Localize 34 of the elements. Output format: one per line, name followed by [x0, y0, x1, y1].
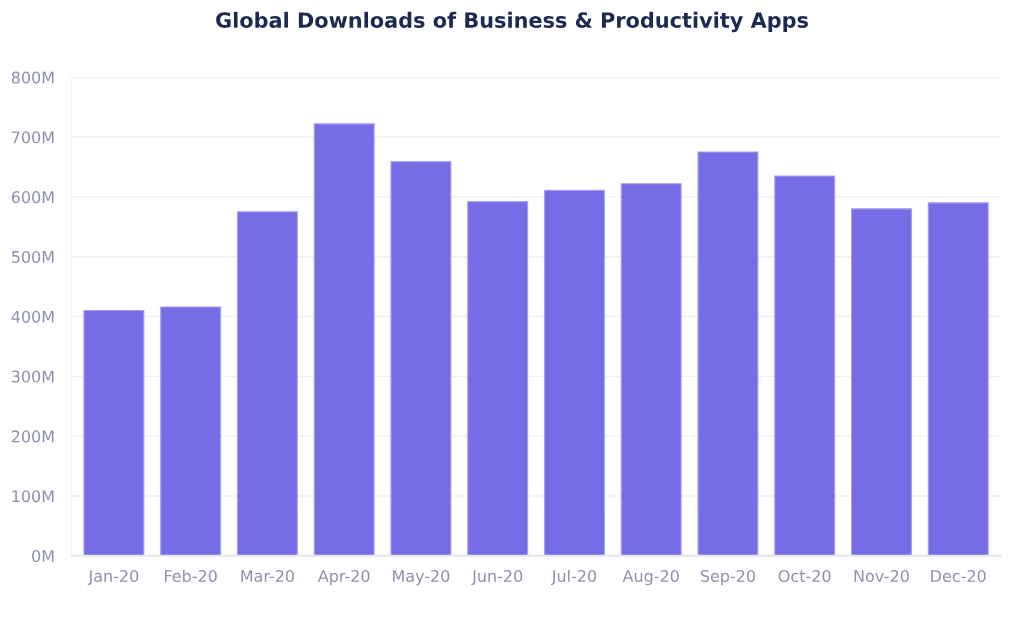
bar	[390, 161, 452, 556]
bar	[467, 201, 529, 556]
x-tick-label: Jun-20	[471, 569, 523, 585]
y-tick-label: 700M	[12, 131, 54, 144]
x-tick-label: Dec-20	[931, 569, 986, 583]
x-tick-label: Sep-20	[700, 569, 755, 586]
bar	[927, 202, 989, 556]
y-tick-label: 400M	[11, 310, 54, 323]
x-tick-label: Jul-20	[550, 569, 597, 585]
bar	[313, 123, 375, 556]
y-tick-label: 300M	[11, 370, 54, 383]
bar	[160, 306, 222, 556]
y-tick-label: 200M	[11, 430, 54, 443]
x-tick-label: Nov-20	[854, 569, 909, 583]
y-tick-label: 0M	[32, 549, 54, 563]
chart-title: Global Downloads of Business & Productivity Apps	[216, 11, 808, 33]
x-tick-label: May-20	[393, 569, 450, 586]
x-tick-label: Oct-20	[778, 569, 831, 583]
y-tick-label: 100M	[12, 490, 54, 503]
y-tick-label: 500M	[11, 250, 54, 263]
bar	[620, 183, 682, 556]
x-tick-label: Aug-20	[622, 569, 679, 586]
bar	[774, 175, 836, 556]
bar	[236, 211, 298, 556]
y-tick-label: 600M	[11, 191, 54, 204]
y-tick-label: 800M	[11, 71, 54, 84]
x-tick-label: Feb-20	[165, 569, 217, 583]
bar	[697, 151, 759, 556]
bar	[83, 309, 145, 556]
bar	[850, 208, 912, 556]
x-tick-label: Mar-20	[241, 569, 294, 583]
x-tick-label: Apr-20	[317, 569, 370, 586]
x-tick-label: Jan-20	[87, 569, 139, 585]
bar	[543, 189, 605, 556]
